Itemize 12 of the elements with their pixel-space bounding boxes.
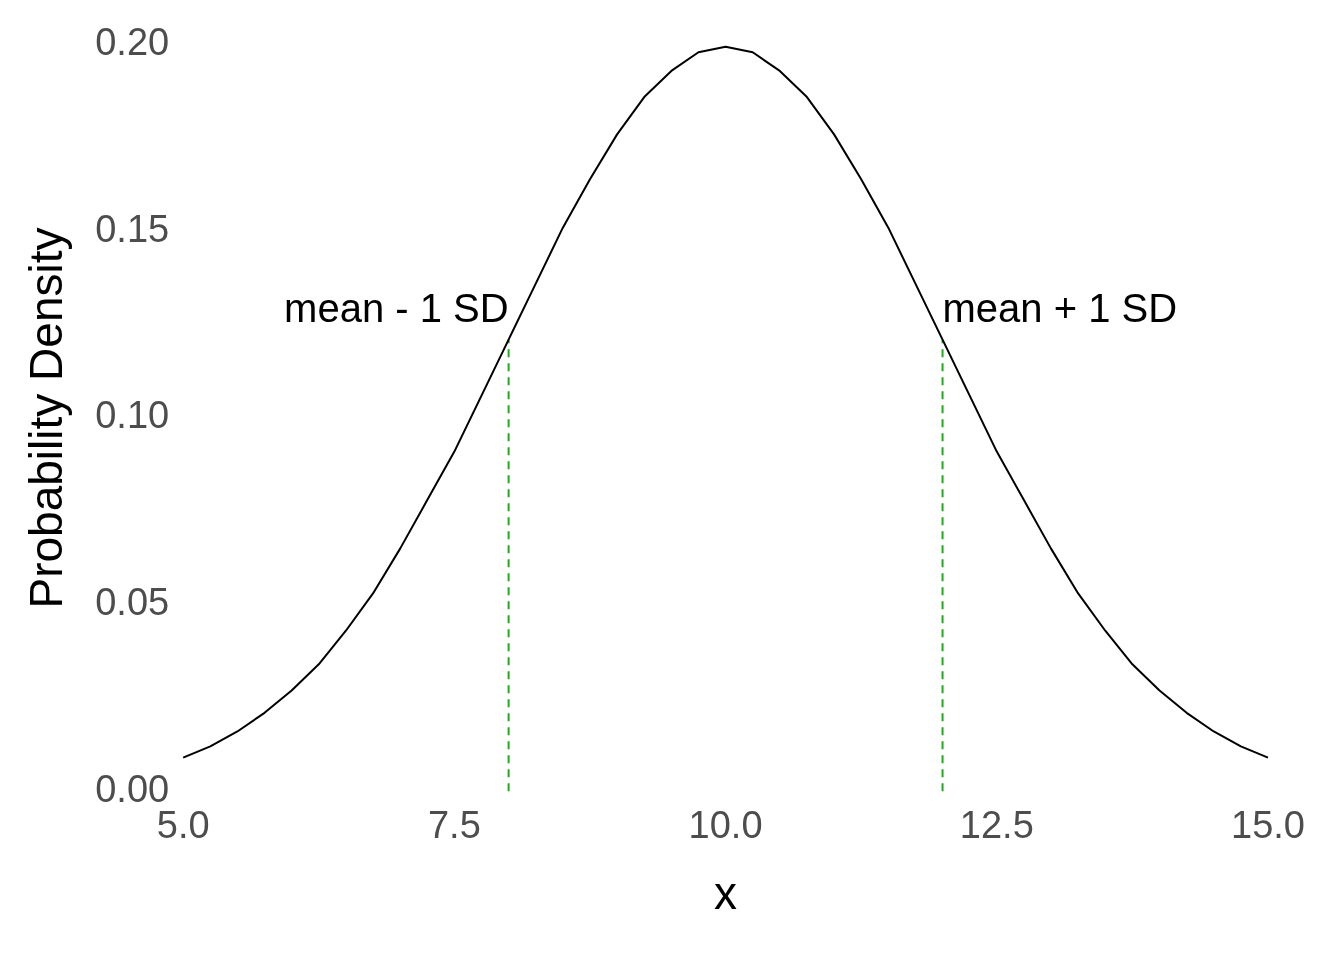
y-tick-label: 0.10 xyxy=(95,394,170,437)
x-axis-title: x xyxy=(714,867,738,920)
annotation: mean + 1 SD xyxy=(942,285,1178,330)
annotation: mean - 1 SD xyxy=(284,285,509,330)
x-tick-label: 10.0 xyxy=(688,804,763,847)
x-tick-label: 12.5 xyxy=(959,804,1034,847)
x-tick-label: 7.5 xyxy=(427,804,481,847)
y-tick-label: 0.05 xyxy=(95,581,170,624)
y-tick-label: 0.15 xyxy=(95,207,170,250)
y-axis-title: Probability Density xyxy=(20,227,73,609)
y-tick-label: 0.20 xyxy=(95,21,170,64)
x-tick-label: 15.0 xyxy=(1231,804,1305,847)
